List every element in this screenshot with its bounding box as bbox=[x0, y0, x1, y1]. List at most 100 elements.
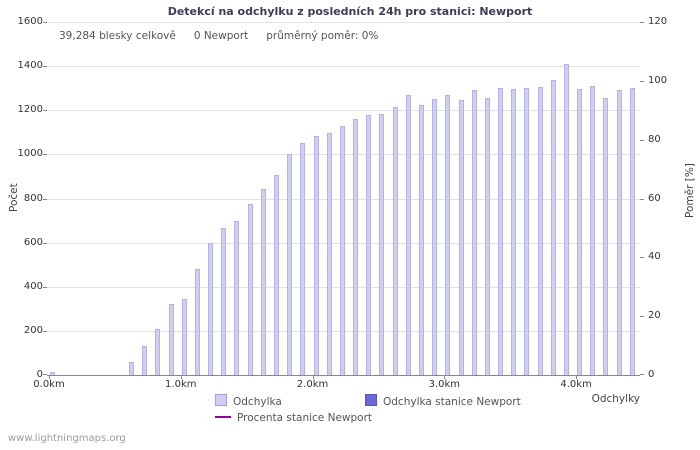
y-tick bbox=[43, 66, 47, 68]
deviation-bar bbox=[458, 100, 464, 375]
y-tick bbox=[43, 154, 47, 156]
deviation-bar bbox=[498, 88, 504, 375]
y-tick-label: 600 bbox=[23, 236, 43, 248]
x-axis-title: Odchylky bbox=[591, 393, 640, 405]
legend-item-odchylka: Odchylka bbox=[215, 394, 282, 408]
deviation-bar bbox=[629, 88, 635, 375]
y2-tick-label: 40 bbox=[648, 251, 661, 263]
deviation-bar bbox=[274, 175, 280, 375]
odchylka-swatch-icon bbox=[215, 394, 227, 406]
y-tick-label: 1400 bbox=[17, 60, 43, 72]
deviation-bar bbox=[50, 371, 55, 375]
deviation-bar bbox=[142, 346, 148, 375]
plot-area: 39,284 blesky celkově 0 Newport průměrný… bbox=[43, 22, 644, 379]
y-tick-label: 0 bbox=[36, 369, 43, 380]
y-tick bbox=[43, 110, 47, 112]
legend-item-station-deviation: Odchylka stanice Newport bbox=[365, 394, 521, 408]
station-percent-line-icon bbox=[215, 416, 231, 418]
x-tick bbox=[576, 375, 578, 379]
stat-average-ratio: průměrný poměr: 0% bbox=[266, 30, 379, 42]
gridline bbox=[47, 66, 640, 68]
y-tick-label: 800 bbox=[23, 192, 43, 204]
y-tick-label: 400 bbox=[23, 280, 43, 292]
y2-tick bbox=[640, 198, 644, 200]
stat-station-count: 0 Newport bbox=[193, 30, 249, 42]
legend-label-station-deviation: Odchylka stanice Newport bbox=[383, 396, 521, 408]
deviation-bar bbox=[405, 94, 411, 375]
legend-label-station-percent: Procenta stanice Newport bbox=[237, 412, 373, 424]
deviation-bar bbox=[616, 90, 622, 375]
deviation-bar bbox=[392, 106, 398, 375]
deviation-bar bbox=[418, 104, 424, 375]
y-tick bbox=[43, 374, 47, 375]
y2-tick-label: 60 bbox=[648, 192, 661, 204]
y2-tick bbox=[640, 257, 644, 259]
y-axis-tick-labels: 0 200 400 600 800 1000 1200 1400 1600 bbox=[5, 16, 43, 380]
deviation-bar bbox=[603, 98, 609, 375]
deviation-bar bbox=[590, 85, 596, 375]
deviation-bar bbox=[129, 361, 135, 375]
y2-tick-label: 100 bbox=[648, 74, 668, 86]
deviation-bar bbox=[366, 114, 372, 375]
y-tick-label: 1200 bbox=[17, 104, 43, 116]
x-tick bbox=[444, 375, 446, 379]
stats-line: 39,284 blesky celkově 0 Newport průměrný… bbox=[59, 30, 378, 42]
x-tick-label: 4.0km bbox=[560, 379, 592, 390]
deviation-bar bbox=[524, 88, 530, 375]
y-tick-label: 1000 bbox=[17, 148, 43, 160]
deviation-bar bbox=[379, 113, 385, 375]
deviation-bar bbox=[221, 228, 227, 375]
y-tick bbox=[43, 286, 47, 288]
deviation-bar bbox=[432, 99, 438, 375]
deviation-bar bbox=[194, 269, 200, 375]
y2-tick bbox=[640, 22, 644, 23]
chart-title: Detekcí na odchylku z posledních 24h pro… bbox=[167, 5, 533, 18]
x-axis-tick-labels: 0.0km 1.0km 2.0km 3.0km 4.0km bbox=[0, 379, 700, 393]
y-tick bbox=[43, 330, 47, 332]
y2-tick bbox=[640, 316, 644, 318]
y2-tick bbox=[640, 80, 644, 82]
deviation-bar bbox=[550, 80, 556, 375]
y-tick bbox=[43, 22, 47, 23]
deviation-bar bbox=[511, 89, 517, 375]
y-tick-label: 200 bbox=[23, 324, 43, 336]
x-tick bbox=[312, 375, 314, 379]
deviation-bar bbox=[563, 63, 569, 375]
y-tick bbox=[43, 242, 47, 244]
deviation-bar bbox=[181, 298, 187, 375]
y-tick-label: 1600 bbox=[17, 16, 43, 27]
deviation-bar bbox=[155, 328, 161, 375]
deviation-bar bbox=[260, 188, 266, 375]
gridline bbox=[47, 22, 640, 23]
x-tick-label: 0.0km bbox=[33, 379, 65, 390]
deviation-bar bbox=[445, 94, 451, 375]
deviation-bar bbox=[537, 87, 543, 375]
y2-tick bbox=[640, 374, 644, 375]
legend-label-odchylka: Odchylka bbox=[233, 396, 282, 408]
deviation-bar bbox=[168, 304, 174, 375]
x-tick bbox=[49, 375, 50, 379]
station-deviation-swatch-icon bbox=[365, 394, 377, 406]
deviation-bar bbox=[326, 133, 332, 375]
deviation-bar bbox=[300, 143, 306, 375]
stat-total-strikes: 39,284 blesky celkově bbox=[59, 30, 176, 42]
deviation-bar bbox=[339, 125, 345, 375]
deviation-bar bbox=[313, 135, 319, 375]
deviation-bar bbox=[234, 220, 240, 375]
y2-tick-label: 20 bbox=[648, 310, 661, 322]
y-tick bbox=[43, 198, 47, 200]
legend-item-station-percent: Procenta stanice Newport bbox=[215, 412, 372, 424]
deviation-bar bbox=[484, 98, 490, 375]
y2-axis-tick-labels: 0 20 40 60 80 100 120 bbox=[648, 16, 688, 380]
deviation-bar bbox=[208, 242, 214, 375]
y2-tick-label: 120 bbox=[648, 16, 668, 27]
y2-tick bbox=[640, 139, 644, 141]
gridline bbox=[47, 110, 640, 112]
x-tick-label: 2.0km bbox=[296, 379, 329, 390]
x-tick-label: 3.0km bbox=[428, 379, 461, 390]
deviation-bar bbox=[247, 204, 253, 375]
deviation-bar bbox=[353, 119, 359, 375]
y2-tick-label: 80 bbox=[648, 133, 661, 145]
x-tick bbox=[180, 375, 182, 379]
